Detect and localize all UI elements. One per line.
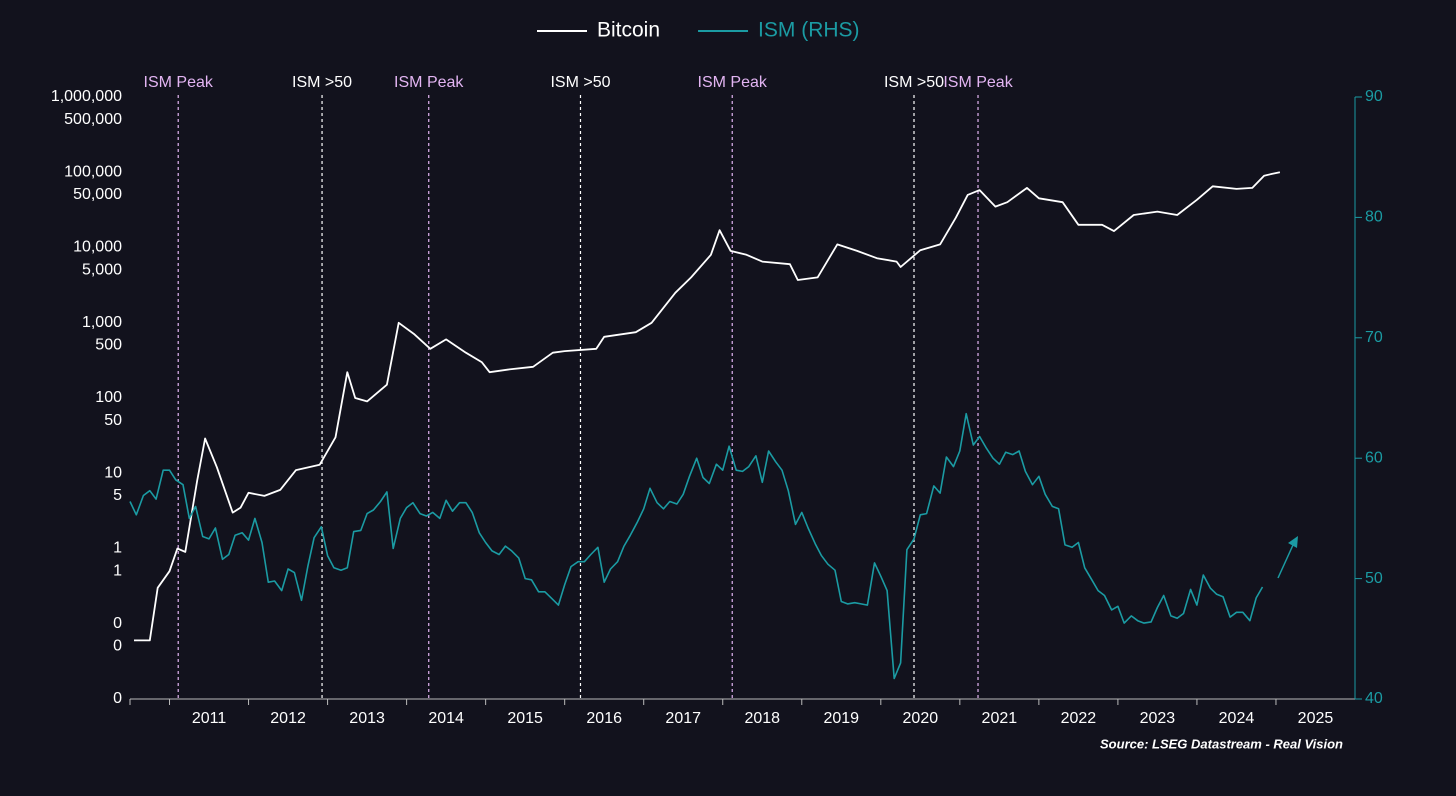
x-tick-label: 2014 xyxy=(428,710,464,727)
y-tick-label: 100 xyxy=(95,389,122,406)
annotation-label: ISM >50 xyxy=(884,74,944,91)
y-tick-label: 10,000 xyxy=(73,239,122,256)
x-tick-label: 2025 xyxy=(1298,710,1334,727)
y-tick-label: 5 xyxy=(113,487,122,504)
x-tick-label: 2019 xyxy=(823,710,859,727)
x-tick-label: 2015 xyxy=(507,710,543,727)
source-note: Source: LSEG Datastream - Real Vision xyxy=(1100,736,1343,751)
y2-tick-label: 60 xyxy=(1365,449,1383,466)
y-tick-label: 5,000 xyxy=(82,261,122,278)
y-tick-label: 1,000 xyxy=(82,314,122,331)
trend-arrow xyxy=(1277,544,1294,579)
annotation-label: ISM >50 xyxy=(292,74,352,91)
y-tick-label: 50 xyxy=(104,412,122,429)
annotation-label: ISM Peak xyxy=(698,74,768,91)
x-tick-label: 2013 xyxy=(349,710,385,727)
annotation-label: ISM >50 xyxy=(550,74,610,91)
y2-tick-label: 40 xyxy=(1365,690,1383,707)
y-tick-label: 0 xyxy=(113,638,122,655)
y-tick-label: 500 xyxy=(95,337,122,354)
x-tick-label: 2017 xyxy=(665,710,701,727)
y-tick-label: 500,000 xyxy=(64,111,122,128)
annotation-label: ISM Peak xyxy=(394,74,464,91)
y-tick-label: 1,000,000 xyxy=(51,88,122,105)
y-tick-label: 0 xyxy=(113,690,122,707)
y-tick-label: 1 xyxy=(113,540,122,557)
y-tick-label: 50,000 xyxy=(73,186,122,203)
y-tick-label: 0 xyxy=(113,615,122,632)
annotation-label: ISM Peak xyxy=(144,74,214,91)
legend-label: ISM (RHS) xyxy=(758,19,860,42)
y2-tick-label: 90 xyxy=(1365,88,1383,105)
x-tick-label: 2020 xyxy=(903,710,939,727)
x-tick-label: 2022 xyxy=(1061,710,1097,727)
x-tick-label: 2024 xyxy=(1219,710,1255,727)
x-tick-label: 2023 xyxy=(1140,710,1176,727)
y-tick-label: 100,000 xyxy=(64,163,122,180)
x-tick-label: 2011 xyxy=(192,710,227,727)
y2-tick-label: 70 xyxy=(1365,329,1383,346)
series-line xyxy=(134,171,1281,642)
legend-label: Bitcoin xyxy=(597,19,660,42)
y-tick-label: 1 xyxy=(113,562,122,579)
x-tick-label: 2016 xyxy=(586,710,622,727)
trend-arrow-head xyxy=(1288,536,1298,548)
x-tick-label: 2021 xyxy=(982,710,1018,727)
x-tick-label: 2018 xyxy=(744,710,780,727)
y-tick-label: 10 xyxy=(104,464,122,481)
y2-tick-label: 50 xyxy=(1365,570,1383,587)
y2-tick-label: 80 xyxy=(1365,209,1383,226)
series-line xyxy=(129,412,1264,680)
x-tick-label: 2012 xyxy=(270,710,306,727)
annotation-label: ISM Peak xyxy=(943,74,1013,91)
